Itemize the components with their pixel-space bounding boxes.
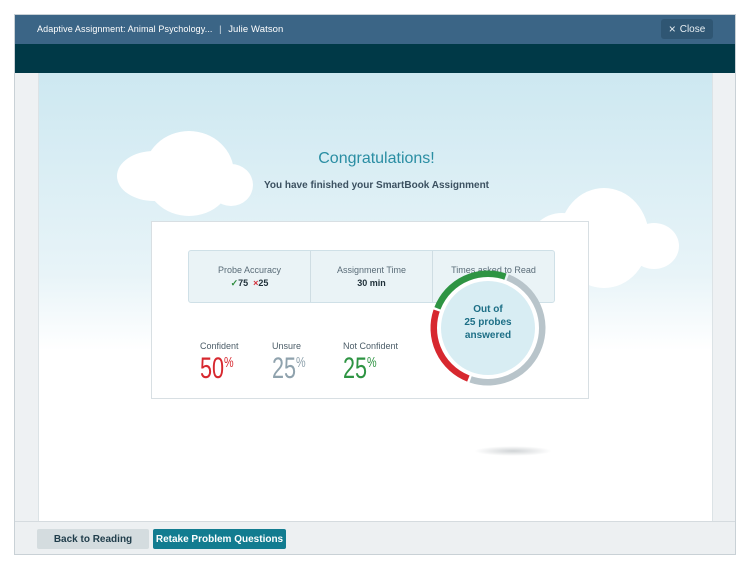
back-to-reading-button[interactable]: Back to Reading — [37, 529, 149, 549]
assignment-title: Adaptive Assignment: Animal Psychology..… — [37, 24, 213, 34]
stat-assignment-time: Assignment Time 30 min — [311, 251, 433, 302]
donut-shadow — [474, 446, 552, 456]
not-confident-metric: Not Confident 25% — [343, 341, 398, 385]
stat-probe-accuracy: Probe Accuracy ✓75 ×25 — [189, 251, 311, 302]
user-name: Julie Watson — [228, 24, 284, 35]
results-panel: Congratulations! You have finished your … — [38, 73, 713, 521]
donut-line-2: 25 probes — [464, 317, 512, 328]
donut-line-3: answered — [464, 330, 512, 341]
confident-metric: Confident 50% — [200, 341, 247, 385]
assignment-breadcrumb: Adaptive Assignment: Animal Psychology..… — [37, 24, 283, 35]
stat-value: 30 min — [357, 278, 386, 288]
donut-chart — [430, 270, 546, 386]
close-icon: × — [668, 22, 676, 36]
donut-label: Out of 25 probes answered — [450, 303, 526, 342]
donut-inner-ring — [437, 277, 539, 379]
correct-count: 75 — [238, 278, 249, 288]
percent-sign: % — [224, 354, 234, 371]
not-confident-number: 25 — [343, 352, 368, 385]
stat-label: Assignment Time — [336, 265, 407, 275]
title-separator: | — [219, 24, 222, 34]
confident-number: 50 — [200, 352, 225, 385]
unsure-label: Unsure — [272, 341, 302, 351]
close-button[interactable]: × Close — [661, 19, 713, 39]
finished-subheading: You have finished your SmartBook Assignm… — [263, 180, 490, 191]
stat-value: ✓75 ×25 — [189, 278, 310, 289]
stat-label: Times asked to Read — [451, 265, 536, 275]
not-confident-label: Not Confident — [343, 341, 399, 351]
top-bar: Adaptive Assignment: Animal Psychology..… — [15, 15, 735, 44]
secondary-bar — [15, 44, 735, 73]
donut-inner-fill — [440, 280, 536, 376]
footer-bar: Back to Reading Retake Problem Questions — [15, 521, 735, 554]
cloud-left — [209, 164, 253, 206]
app-window: Adaptive Assignment: Animal Psychology..… — [14, 14, 736, 555]
percent-sign: % — [296, 354, 306, 371]
cross-icon: × — [253, 278, 259, 288]
probes-donut: Out of 25 probes answered — [426, 266, 550, 390]
unsure-number: 25 — [272, 352, 297, 385]
incorrect-count: 25 — [258, 278, 269, 288]
retake-problem-questions-button[interactable]: Retake Problem Questions — [153, 529, 286, 549]
unsure-metric: Unsure 25% — [272, 341, 319, 385]
cloud-right — [629, 223, 679, 269]
donut-segment-green — [434, 270, 507, 310]
donut-segment-gray — [469, 274, 546, 386]
confident-label: Confident — [200, 341, 239, 351]
percent-sign: % — [367, 354, 377, 371]
not-confident-value: 25% — [343, 353, 383, 385]
donut-segments — [430, 270, 546, 386]
donut-line-1: Out of — [473, 304, 503, 315]
congratulations-heading: Congratulations! — [318, 150, 435, 167]
stat-label: Probe Accuracy — [217, 265, 282, 275]
check-icon: ✓ — [230, 278, 239, 288]
unsure-value: 25% — [272, 353, 306, 385]
donut-segment-red — [430, 309, 470, 382]
confident-value: 50% — [200, 353, 234, 385]
close-label: Close — [679, 23, 706, 35]
